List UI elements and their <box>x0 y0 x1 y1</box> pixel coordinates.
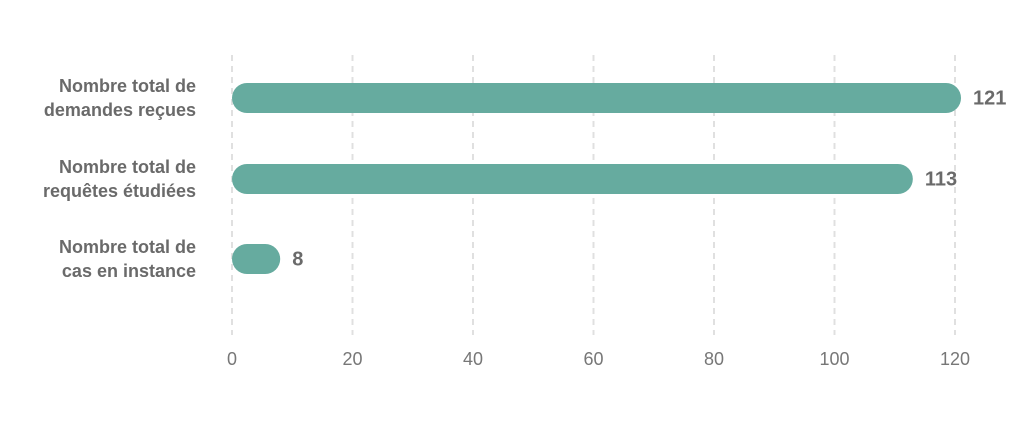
y-tick-label: Nombre total de demandes reçues <box>43 76 196 120</box>
x-tick-label: 20 <box>342 349 362 369</box>
bar <box>232 244 281 274</box>
y-tick-label: Nombre total de cas en instance <box>58 237 196 281</box>
bar <box>232 83 962 113</box>
value-label: 121 <box>973 87 1006 109</box>
x-tick-label: 0 <box>227 349 237 369</box>
x-tick-label: 60 <box>583 349 603 369</box>
x-tick-label: 100 <box>819 349 849 369</box>
bar <box>232 164 913 194</box>
x-tick-label: 80 <box>704 349 724 369</box>
x-tick-label: 40 <box>463 349 483 369</box>
x-tick-label: 120 <box>940 349 970 369</box>
y-tick-label: Nombre total de requêtes étudiées <box>42 157 196 201</box>
value-label: 8 <box>292 248 303 270</box>
value-label: 113 <box>925 168 957 190</box>
